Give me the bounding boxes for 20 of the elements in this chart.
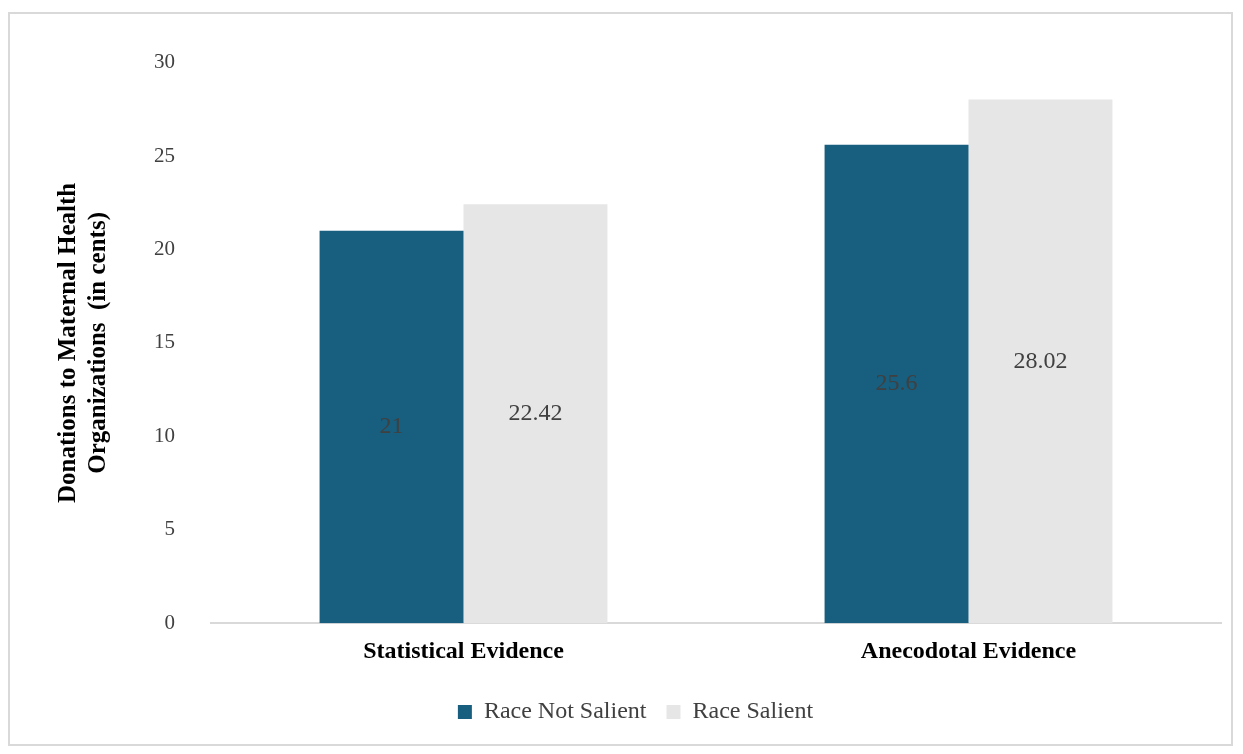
legend-label: Race Not Salient [483, 697, 647, 724]
bar [968, 99, 1113, 624]
y-tick-label: 5 [164, 516, 175, 541]
legend-label: Race Salient [692, 697, 814, 724]
x-tick-label: Statistical Evidence [363, 636, 565, 663]
y-tick-label: 30 [154, 49, 175, 74]
y-tick-label: 20 [154, 235, 175, 260]
data-label: 22.42 [508, 399, 563, 426]
x-tick-label: Anecodotal Evidence [860, 636, 1077, 663]
y-tick-label: 15 [154, 329, 175, 354]
y-tick-label: 25 [154, 142, 175, 167]
bar [319, 230, 464, 624]
data-label: 21 [379, 412, 404, 439]
y-tick-label: 10 [154, 422, 175, 447]
data-label: 28.02 [1013, 346, 1068, 373]
bar [824, 144, 969, 624]
data-label: 25.6 [875, 369, 918, 396]
bar [463, 204, 608, 624]
y-tick-label: 0 [164, 609, 175, 634]
y-axis-title: Donations to Maternal Health Organizations (in cents) [53, 182, 112, 503]
